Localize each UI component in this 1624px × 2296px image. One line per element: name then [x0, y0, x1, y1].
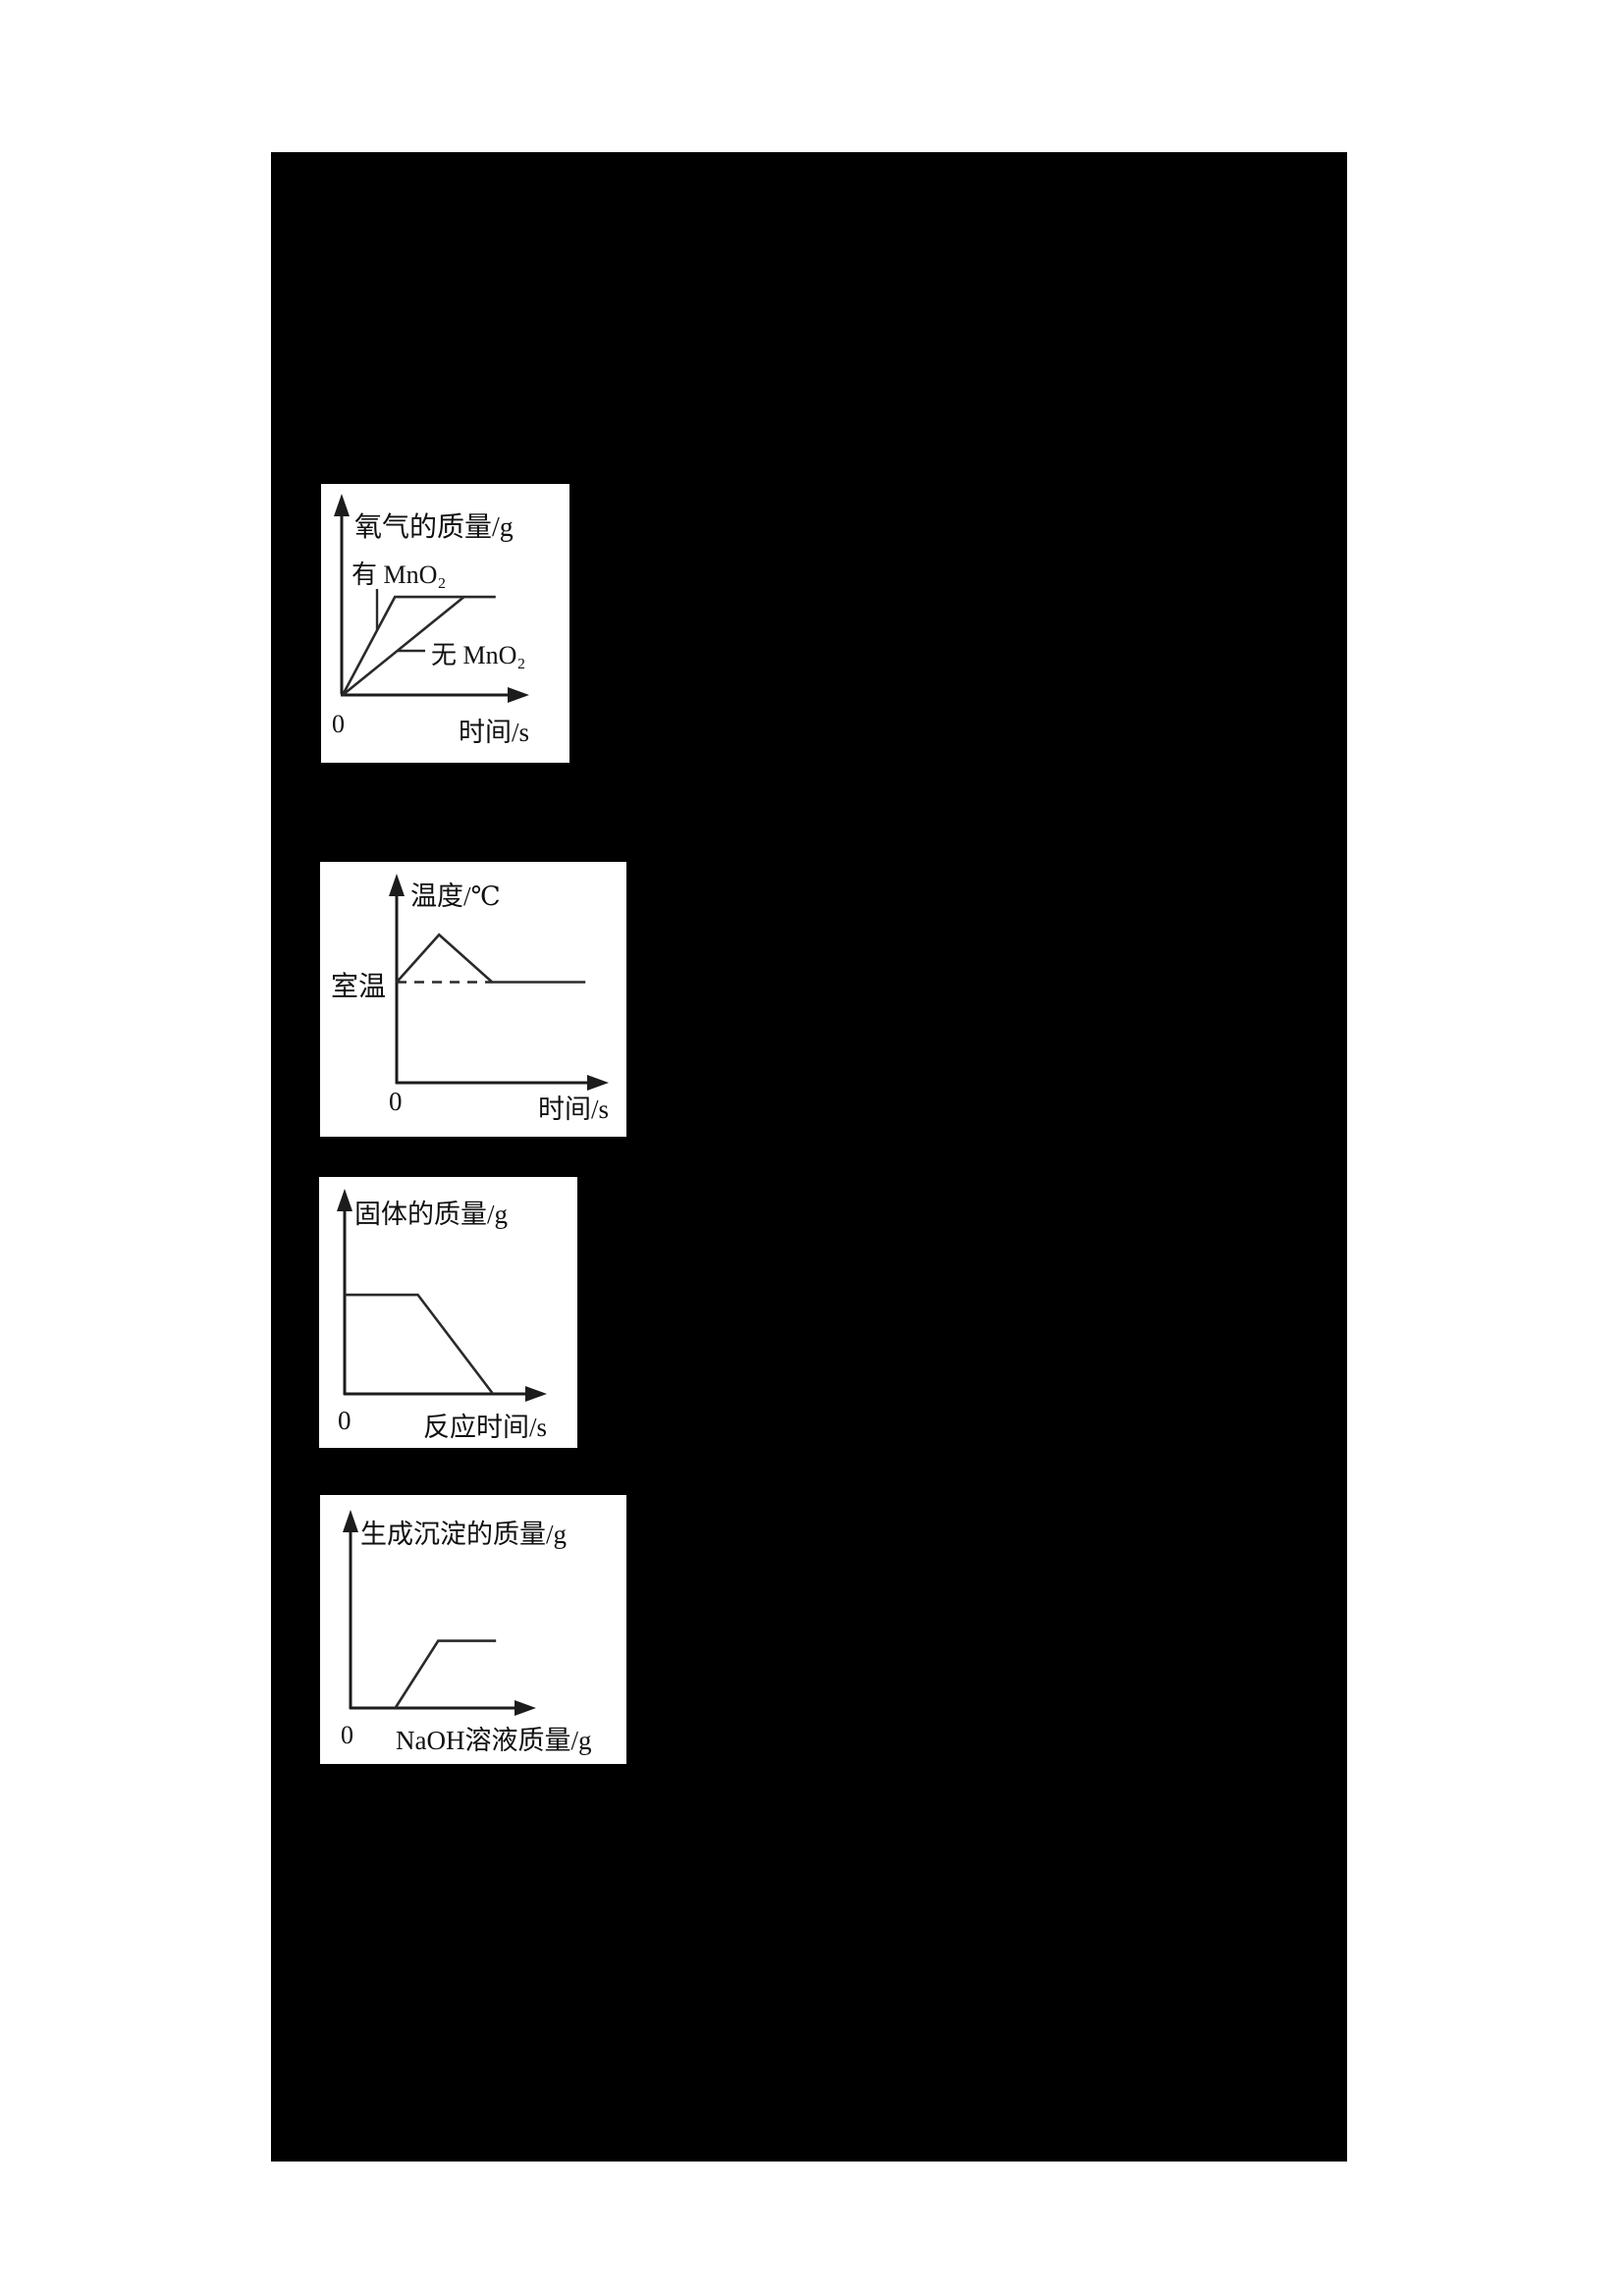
- y-axis-arrow-icon: [389, 874, 405, 896]
- y-axis-label: 生成沉淀的质量/g: [360, 1520, 567, 1549]
- solid-mass-curve: [345, 1293, 495, 1395]
- precipitate-mass-curve: [394, 1639, 497, 1709]
- x-axis-arrow-icon: [587, 1075, 609, 1091]
- origin-label: 0: [341, 1721, 353, 1749]
- origin-label: 0: [338, 1406, 352, 1435]
- temperature-chart-canvas: 温度/℃ 室温 0 时间/s: [331, 874, 609, 1124]
- x-axis-arrow-icon: [525, 1386, 547, 1402]
- chart-panel-precipitate-vs-naoh: 生成沉淀的质量/g 0 NaOH溶液质量/g: [320, 1495, 626, 1764]
- room-temperature-label: 室温: [331, 971, 386, 1002]
- x-axis-label: 时间/s: [538, 1095, 609, 1124]
- y-axis-label: 氧气的质量/g: [354, 511, 514, 543]
- x-axis-arrow-icon: [514, 1700, 536, 1716]
- series-without-mno2-label: 无 MnO₂: [431, 641, 525, 669]
- x-axis-arrow-icon: [508, 687, 529, 703]
- x-axis-label: 反应时间/s: [423, 1413, 547, 1442]
- chart-panel-temperature-vs-time: 温度/℃ 室温 0 时间/s: [320, 862, 626, 1137]
- y-axis-arrow-icon: [343, 1510, 358, 1532]
- series-with-mno2-label: 有 MnO₂: [352, 561, 446, 589]
- y-axis-arrow-icon: [337, 1189, 352, 1211]
- y-axis-arrow-icon: [334, 494, 350, 516]
- y-axis-label: 固体的质量/g: [354, 1200, 508, 1229]
- solid-mass-chart-canvas: 固体的质量/g 0 反应时间/s: [337, 1189, 547, 1442]
- precipitate-chart-canvas: 生成沉淀的质量/g 0 NaOH溶液质量/g: [341, 1510, 591, 1755]
- x-axis-label: 时间/s: [459, 718, 529, 747]
- redacted-black-region: [271, 152, 1347, 2162]
- chart-panel-solid-mass-vs-time: 固体的质量/g 0 反应时间/s: [319, 1177, 577, 1448]
- oxygen-chart-canvas: 氧气的质量/g 有 MnO₂ 无 MnO₂ 0 时间/s: [332, 494, 529, 747]
- series-without-mno2-line: [342, 596, 465, 697]
- y-axis-label: 温度/℃: [410, 881, 501, 911]
- chart-panel-oxygen-vs-time: 氧气的质量/g 有 MnO₂ 无 MnO₂ 0 时间/s: [321, 484, 569, 763]
- temperature-curve: [396, 933, 586, 984]
- x-axis-label: NaOH溶液质量/g: [396, 1726, 591, 1755]
- origin-label: 0: [332, 710, 345, 738]
- origin-label: 0: [389, 1087, 403, 1116]
